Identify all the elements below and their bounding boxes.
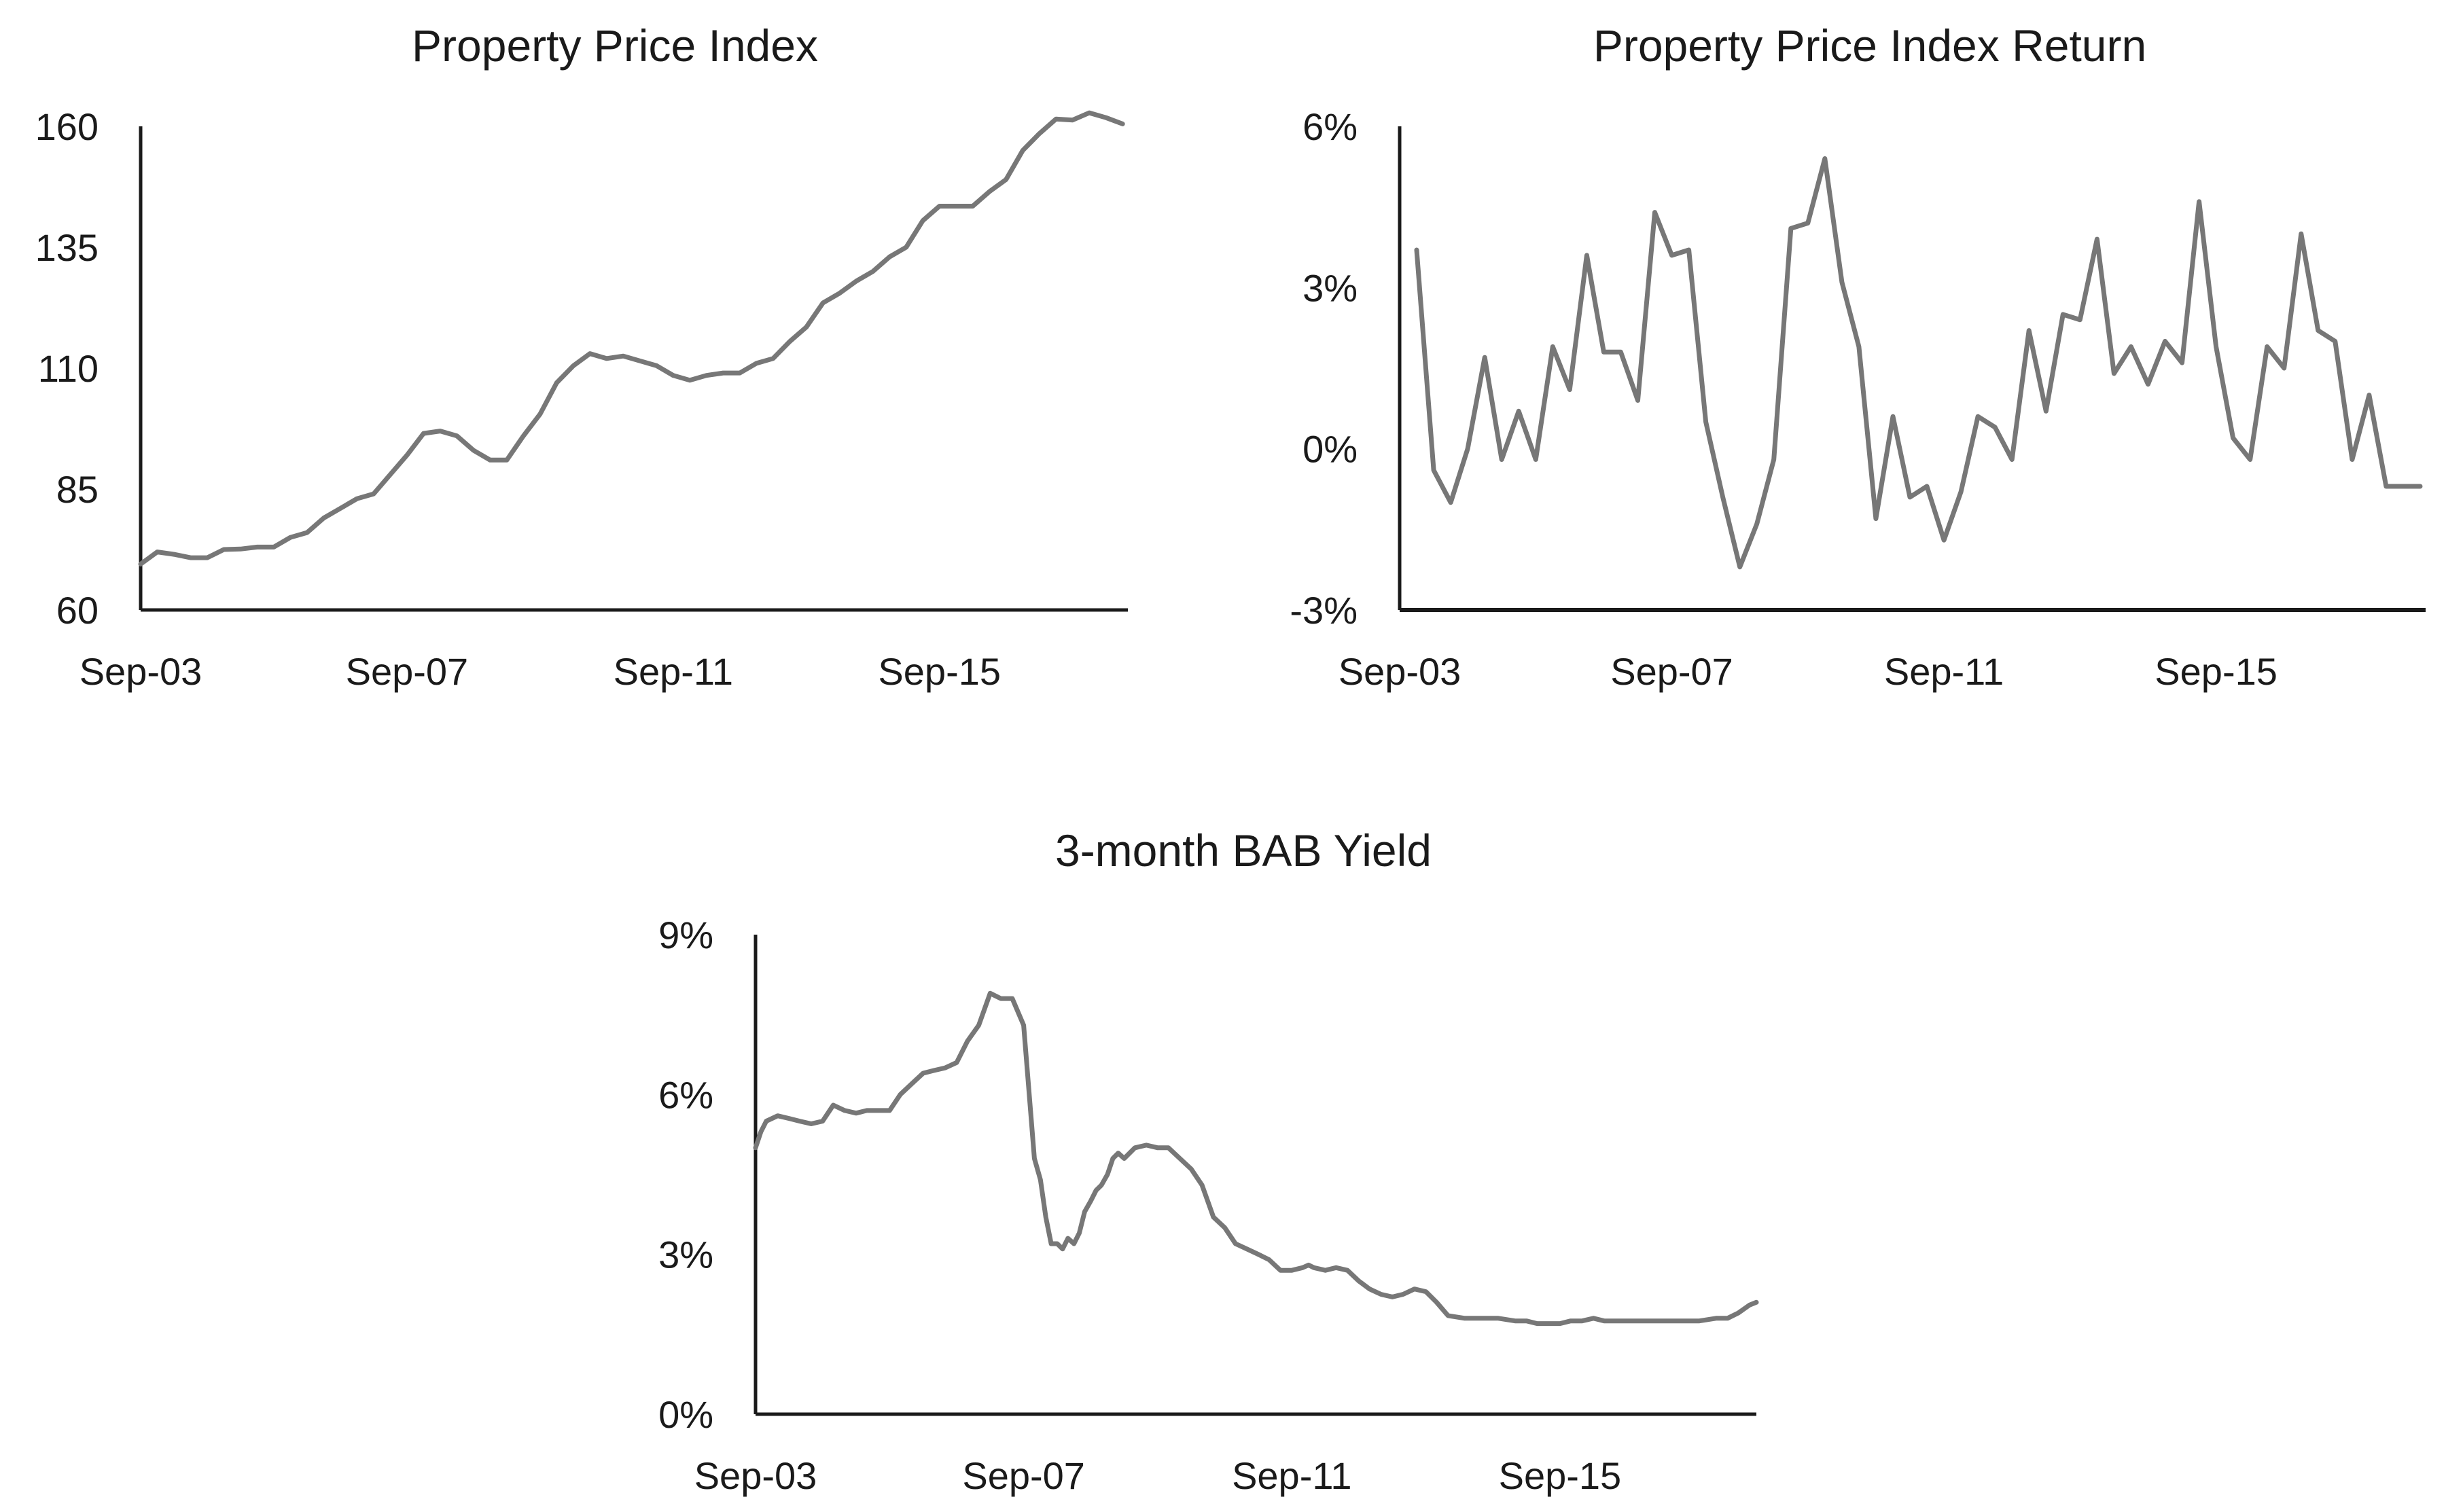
- chart-property-price-index-return: Property Price Index Return -3% 0% 3% 6% Sep-…: [1290, 20, 2426, 693]
- y-tick-label: 135: [35, 226, 99, 269]
- y-tick-label: 6%: [658, 1073, 713, 1116]
- y-tick-label: 0%: [1302, 428, 1358, 471]
- y-tick-label: 3%: [658, 1234, 713, 1276]
- y-tick-label: 160: [35, 105, 99, 148]
- chart-3-month-bab-yield: 3-month BAB Yield 0% 3% 6% 9% Sep-03 Sep-07 Sep…: [658, 825, 1759, 1497]
- x-tick-label: Sep-11: [1884, 650, 2004, 693]
- series-line: [138, 110, 1125, 566]
- y-tick-label: -3%: [1290, 589, 1358, 632]
- x-tick-label: Sep-07: [1610, 650, 1733, 693]
- x-tick-label: Sep-03: [1339, 650, 1461, 693]
- chart-title: Property Price Index: [412, 20, 818, 71]
- x-tick-label: Sep-15: [878, 650, 1001, 693]
- series-line: [1414, 156, 2423, 570]
- x-tick-label: Sep-15: [2155, 650, 2277, 693]
- chart-title: 3-month BAB Yield: [1055, 825, 1432, 876]
- series-line: [753, 990, 1759, 1327]
- x-tick-label: Sep-03: [79, 650, 202, 693]
- x-tick-label: Sep-03: [694, 1454, 817, 1497]
- y-tick-label: 60: [56, 589, 99, 632]
- y-tick-label: 6%: [1302, 105, 1358, 148]
- y-tick-label: 110: [38, 347, 99, 390]
- y-tick-label: 3%: [1302, 266, 1358, 309]
- chart-title: Property Price Index Return: [1593, 20, 2146, 71]
- x-tick-label: Sep-11: [1232, 1454, 1351, 1497]
- y-tick-label: 0%: [658, 1393, 713, 1436]
- chart-property-price-index: Property Price Index 60 85 110 135 160 Sep-03 S…: [35, 20, 1128, 693]
- x-tick-label: Sep-07: [346, 650, 469, 693]
- x-tick-label: Sep-07: [962, 1454, 1085, 1497]
- y-tick-label: 9%: [658, 914, 713, 956]
- x-tick-label: Sep-15: [1499, 1454, 1622, 1497]
- x-tick-label: Sep-11: [614, 650, 733, 693]
- y-tick-label: 85: [56, 468, 99, 511]
